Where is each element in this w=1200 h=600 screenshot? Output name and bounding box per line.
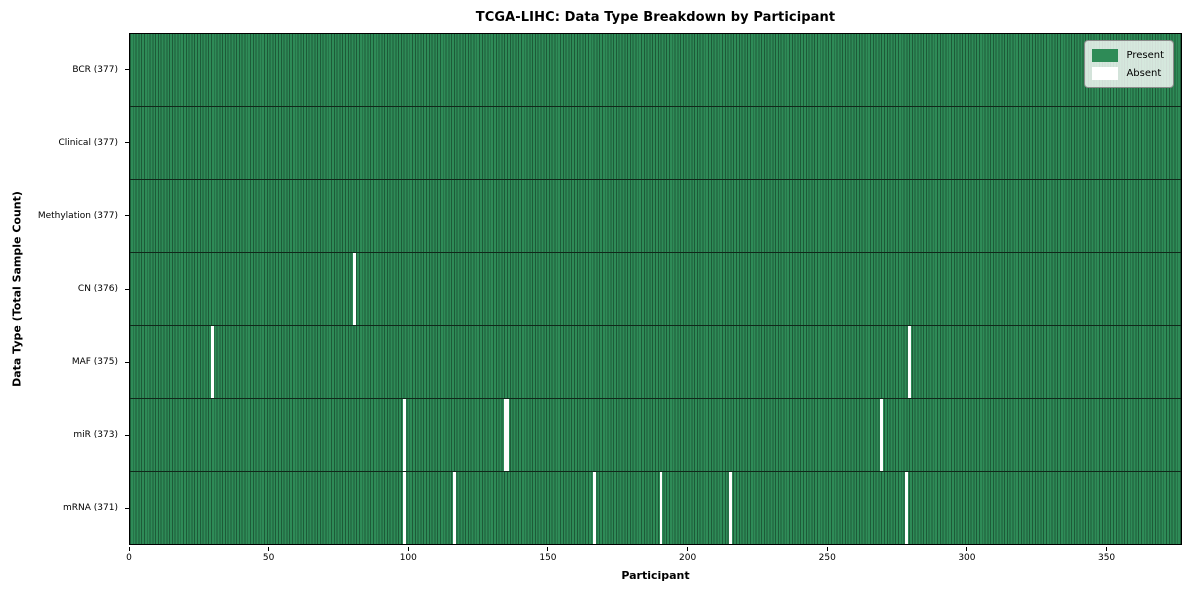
x-tick-mark: [826, 546, 828, 551]
absent-gap: [403, 472, 406, 544]
present-swatch: [1092, 48, 1119, 62]
x-tick-label-100: 100: [399, 552, 417, 563]
absent-gap: [506, 399, 510, 471]
y-tick-label-maf: MAF (375): [71, 357, 118, 368]
heatmap-row-cn: [130, 252, 1181, 325]
x-tick-label-50: 50: [262, 552, 275, 563]
absent-gap: [659, 472, 663, 544]
chart-title: TCGA-LIHC: Data Type Breakdown by Partic…: [475, 10, 836, 25]
y-tick-mark: [125, 507, 129, 509]
absent-gap: [905, 472, 908, 544]
y-axis-labels: BCR (377) Clinical (377) Methylation (377)…: [0, 33, 129, 545]
x-tick-mark: [687, 546, 689, 551]
y-tick-mark: [125, 215, 129, 217]
absent-gap: [907, 326, 911, 398]
x-tick-label-150: 150: [539, 552, 557, 563]
legend-present-label: Present: [1126, 49, 1164, 61]
x-tick-label-250: 250: [818, 552, 836, 563]
plot-area: Present Absent: [129, 33, 1182, 545]
y-tick-label-bcr: BCR (377): [72, 64, 118, 75]
heatmap-row-maf: [130, 325, 1181, 398]
legend-absent-label: Absent: [1126, 67, 1162, 79]
legend-item-present: Present: [1092, 46, 1164, 64]
x-tick-mark: [268, 546, 270, 551]
y-tick-mark: [125, 288, 129, 290]
x-tick-label-200: 200: [679, 552, 697, 563]
x-tick-label-0: 0: [126, 552, 132, 563]
x-tick-mark: [966, 546, 968, 551]
legend-item-absent: Absent: [1092, 64, 1164, 82]
absent-gap: [403, 399, 406, 471]
absent-gap: [453, 472, 457, 544]
heatmap-row-mir: [130, 398, 1181, 471]
x-axis: 0 50 100 150 200 250 300 350: [126, 546, 1182, 573]
y-tick-mark: [125, 69, 129, 71]
x-tick-mark: [1106, 546, 1108, 551]
y-tick-mark: [125, 434, 129, 436]
y-tick-label-mrna: mRNA (371): [63, 503, 118, 514]
heatmap-row-clinical: [130, 106, 1181, 179]
x-tick-mark: [407, 546, 409, 551]
absent-gap: [879, 399, 883, 471]
y-tick-label-mir: miR (373): [73, 430, 118, 441]
y-tick-label-cn: CN (376): [77, 284, 118, 294]
legend: Present Absent: [1084, 40, 1174, 88]
y-tick-mark: [125, 361, 129, 363]
heatmap-row-bcr: [130, 34, 1181, 106]
absent-gap: [592, 472, 596, 544]
x-tick-label-300: 300: [958, 552, 976, 563]
y-tick-label-methylation: Methylation (377): [37, 210, 118, 221]
absent-gap: [353, 253, 356, 325]
absent-gap: [210, 326, 214, 398]
heatmap-row-methylation: [130, 179, 1181, 252]
heatmap-row-mrna: [130, 471, 1181, 544]
y-tick-mark: [125, 142, 129, 144]
y-tick-label-clinical: Clinical (377): [58, 137, 118, 148]
x-axis-title: Participant: [621, 569, 690, 582]
x-tick-label-350: 350: [1097, 552, 1116, 563]
x-tick-mark: [128, 546, 130, 551]
absent-swatch: [1092, 66, 1119, 80]
x-tick-mark: [547, 546, 549, 551]
absent-gap: [729, 472, 733, 544]
absent-gap: [503, 399, 507, 471]
